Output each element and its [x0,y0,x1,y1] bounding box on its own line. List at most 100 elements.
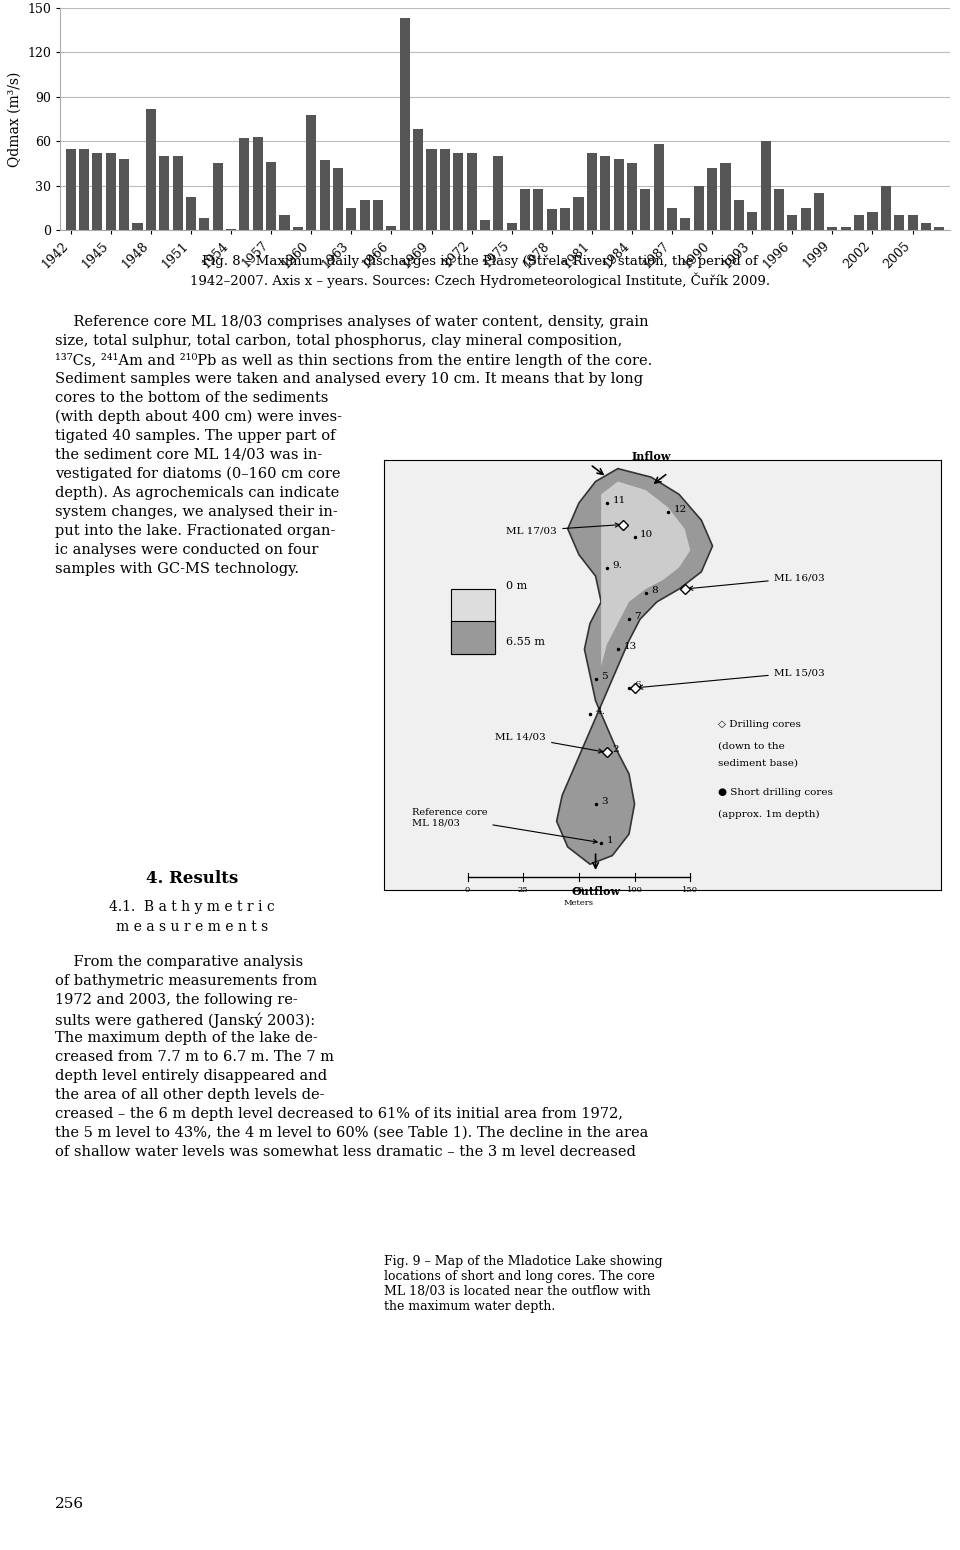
Text: 25: 25 [517,887,529,894]
Bar [132,223,142,229]
Bar [613,160,624,229]
Y-axis label: Qdmax (m³/s): Qdmax (m³/s) [8,71,21,167]
Bar [534,189,543,229]
Text: 6.55 m: 6.55 m [507,637,545,646]
Text: 1972 and 2003, the following re-: 1972 and 2003, the following re- [55,994,298,1008]
Text: 13: 13 [623,642,636,651]
Text: 2: 2 [612,746,619,755]
Text: ML 16/03: ML 16/03 [688,574,825,591]
Bar [186,197,196,229]
Bar [440,149,450,229]
Bar [760,141,771,229]
Text: tigated 40 samples. The upper part of: tigated 40 samples. The upper part of [55,429,335,443]
Text: 8: 8 [651,586,658,595]
Bar [868,212,877,229]
Bar [173,157,182,229]
Bar [573,197,584,229]
Text: 1: 1 [607,835,613,845]
Text: creased – the 6 m depth level decreased to 61% of its initial area from 1972,: creased – the 6 m depth level decreased … [55,1107,623,1121]
Bar [507,223,516,229]
Bar [333,167,343,229]
Bar [907,215,918,229]
Text: ML 17/03: ML 17/03 [507,522,619,535]
Text: 6: 6 [635,680,641,690]
Bar [387,226,396,229]
Text: (approx. 1m depth): (approx. 1m depth) [718,809,820,818]
Bar [747,212,757,229]
Bar [694,186,704,229]
Bar [239,138,250,229]
Bar [733,200,744,229]
Text: 150: 150 [683,887,698,894]
Text: Reference core
ML 18/03: Reference core ML 18/03 [412,808,597,843]
Bar [119,160,130,229]
Bar [399,19,410,229]
Bar [79,149,89,229]
Text: The maximum depth of the lake de-: The maximum depth of the lake de- [55,1031,318,1045]
Bar [708,167,717,229]
Text: sediment base): sediment base) [718,758,798,767]
Text: ML 14/03: ML 14/03 [495,733,603,753]
Text: (down to the: (down to the [718,741,785,750]
Text: the sediment core ML 14/03 was in-: the sediment core ML 14/03 was in- [55,448,323,462]
Text: Sediment samples were taken and analysed every 10 cm. It means that by long: Sediment samples were taken and analysed… [55,372,643,386]
Bar [279,215,290,229]
Bar [493,157,503,229]
Bar [213,163,223,229]
Text: Meters: Meters [564,899,594,907]
Text: Outflow: Outflow [571,885,620,897]
Bar [453,153,464,229]
Bar [65,149,76,229]
Bar [667,208,677,229]
Text: 10: 10 [640,530,654,539]
Text: 1942–2007. Axis x – years. Sources: Czech Hydrometeorological Institute, Čuřík 2: 1942–2007. Axis x – years. Sources: Czec… [190,271,770,287]
Bar [520,189,530,229]
Text: samples with GC-MS technology.: samples with GC-MS technology. [55,563,299,577]
Text: 12: 12 [674,505,686,513]
Bar [159,157,169,229]
Bar [252,136,263,229]
Bar [881,186,891,229]
Text: size, total sulphur, total carbon, total phosphorus, clay mineral composition,: size, total sulphur, total carbon, total… [55,333,622,349]
Text: Reference core ML 18/03 comprises analyses of water content, density, grain: Reference core ML 18/03 comprises analys… [55,315,649,329]
Bar [347,208,356,229]
Text: ◇ Drilling cores: ◇ Drilling cores [718,719,801,728]
Bar [373,200,383,229]
Text: 9.: 9. [612,561,622,569]
Bar [801,208,810,229]
Bar [627,163,637,229]
Bar [467,153,476,229]
Text: depth level entirely disappeared and: depth level entirely disappeared and [55,1070,327,1083]
Bar [306,115,316,229]
Text: 3: 3 [601,797,608,806]
Text: ic analyses were conducted on four: ic analyses were conducted on four [55,542,319,556]
Text: 256: 256 [55,1497,84,1511]
Text: 4.1.  B a t h y m e t r i c: 4.1. B a t h y m e t r i c [109,901,275,914]
Text: (with depth about 400 cm) were inves-: (with depth about 400 cm) were inves- [55,411,342,425]
Bar [547,209,557,229]
Bar [681,219,690,229]
Bar [146,109,156,229]
Text: of shallow water levels was somewhat less dramatic – the 3 m level decreased: of shallow water levels was somewhat les… [55,1145,636,1159]
Text: Fig. 9 – Map of the Mladotice Lake showing
locations of short and long cores. Th: Fig. 9 – Map of the Mladotice Lake showi… [384,1256,662,1313]
Text: 5: 5 [601,673,608,682]
Text: system changes, we analysed their in-: system changes, we analysed their in- [55,505,338,519]
Bar [92,153,103,229]
Bar [413,129,423,229]
Bar [266,161,276,229]
Text: 100: 100 [627,887,642,894]
Text: cores to the bottom of the sediments: cores to the bottom of the sediments [55,391,328,405]
Bar [854,215,864,229]
Bar [106,153,116,229]
Bar [293,226,302,229]
Text: Inflow: Inflow [632,451,671,462]
Bar [921,223,931,229]
Text: 11: 11 [612,496,626,505]
Text: 0 m: 0 m [507,581,528,591]
Text: Fig. 8 – Maximum daily discharges in the Plasy (Střela River) station, the perio: Fig. 8 – Maximum daily discharges in the… [203,256,757,268]
Bar [451,622,495,654]
Text: 4.: 4. [595,707,606,716]
Text: vestigated for diatoms (0–160 cm core: vestigated for diatoms (0–160 cm core [55,467,341,482]
Text: ¹³⁷Cs, ²⁴¹Am and ²¹⁰Pb as well as thin sections from the entire length of the co: ¹³⁷Cs, ²⁴¹Am and ²¹⁰Pb as well as thin s… [55,353,652,367]
Bar [654,144,663,229]
